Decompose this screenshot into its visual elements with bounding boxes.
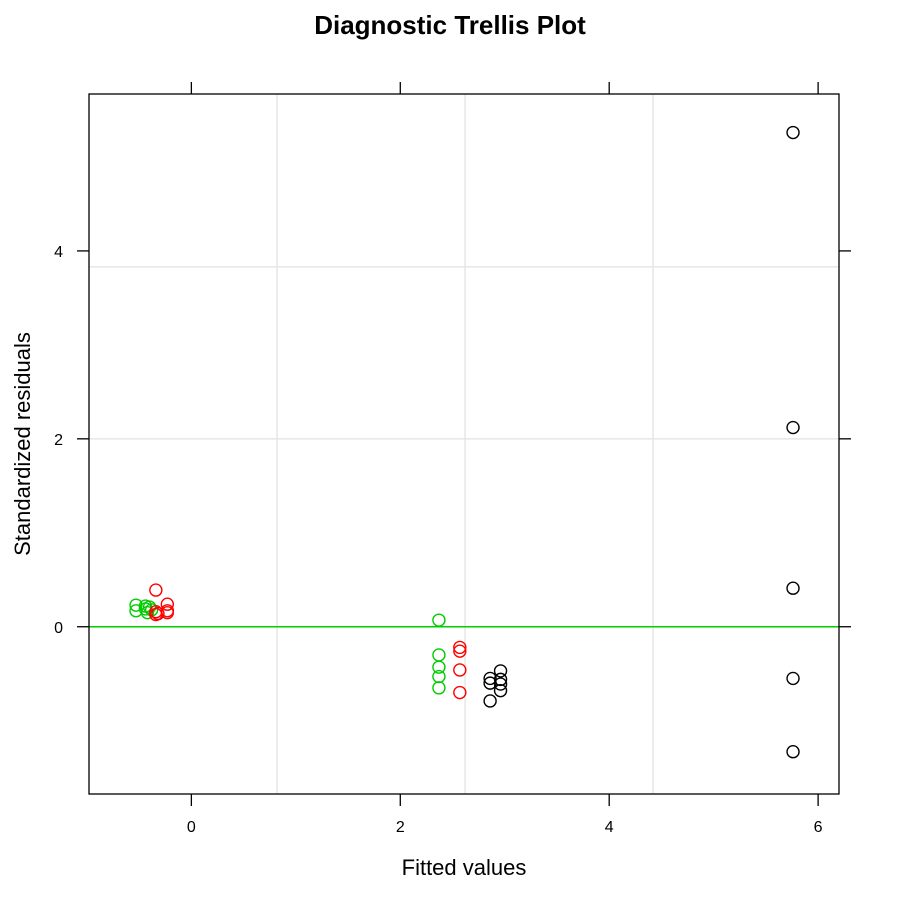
grid-lines [89,94,839,794]
data-point [483,694,497,708]
y-axis-label: Standardized residuals [10,332,35,556]
data-point [453,644,467,658]
data-point [432,660,446,674]
data-point [453,640,467,655]
x-tick-label: 0 [187,819,196,836]
data-point [483,671,497,686]
data-point [786,745,800,759]
y-tick-label: 4 [54,244,63,261]
data-point [432,648,446,662]
data-point [151,606,165,621]
data-point [786,420,800,435]
data-point [140,605,155,620]
data-point [493,677,508,691]
data-point [786,581,800,595]
data-point [493,672,508,687]
data-point [160,597,175,611]
data-point [453,685,467,700]
x-tick-label: 6 [814,819,823,836]
x-axis-label: Fitted values [402,855,527,880]
data-point [786,671,800,686]
data-points [129,125,800,759]
data-point [493,664,508,678]
data-point [129,598,143,612]
data-point [786,125,800,140]
data-point [432,681,446,695]
data-point [493,683,508,698]
chart-title: Diagnostic Trellis Plot [314,10,586,40]
y-tick-label: 0 [54,620,63,637]
y-tick-label: 2 [54,432,63,449]
data-point [432,613,446,627]
data-point [149,583,163,597]
axis-ticks: 0 2 4 6 0 2 4 [54,82,851,836]
data-point [432,669,446,684]
plot-frame [88,93,840,795]
x-tick-label: 2 [396,819,405,836]
x-tick-label: 4 [605,819,614,836]
data-point [160,605,175,620]
data-point [453,663,467,677]
